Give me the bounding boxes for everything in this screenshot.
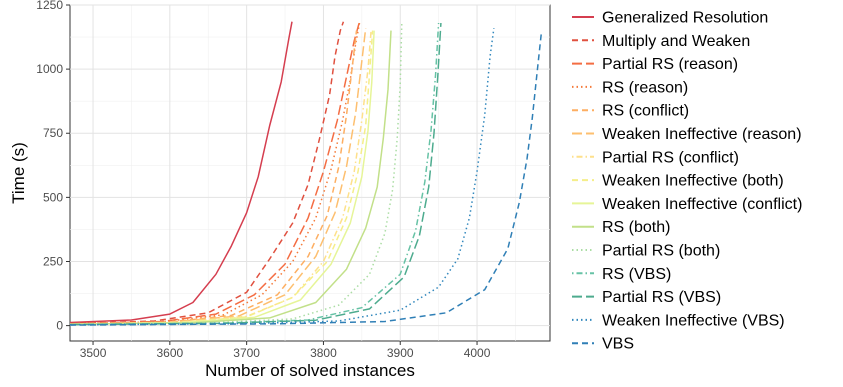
series-line-4 (69, 30, 358, 325)
legend-label: RS (VBS) (602, 266, 671, 283)
series-line-3 (69, 22, 361, 325)
series-line-5 (69, 28, 367, 325)
grid (70, 4, 550, 341)
legend-label: Multiply and Weaken (602, 33, 750, 50)
legend: Generalized Resolution Multiply and Weake… (572, 10, 802, 353)
x-tick-label: 3600 (156, 346, 183, 360)
x-tick-label: 3800 (310, 346, 337, 360)
series-line-12 (69, 22, 442, 326)
legend-label: Weaken Ineffective (reason) (602, 126, 802, 143)
y-tick-label: 1250 (36, 0, 63, 12)
series-line-13 (69, 27, 495, 326)
legend-label: RS (both) (602, 219, 670, 236)
legend-label: Generalized Resolution (602, 10, 768, 27)
series-line-2 (69, 21, 361, 325)
y-tick-label: 250 (43, 254, 63, 268)
x-axis-title: Number of solved instances (205, 361, 415, 380)
series-line-9 (69, 30, 392, 326)
legend-label: VBS (602, 336, 634, 353)
series-line-8 (69, 30, 375, 326)
plot-panel (69, 4, 551, 342)
legend-label: Weaken Ineffective (conflict) (602, 196, 802, 213)
axis-ticks: 3500 3600 3700 3800 3900 4000 0 250 500 750 1000 12… (36, 0, 490, 360)
series-lines (69, 21, 543, 326)
y-tick-label: 750 (43, 126, 63, 140)
x-tick-label: 4000 (464, 346, 491, 360)
legend-label: Weaken Ineffective (both) (602, 173, 784, 190)
legend-label: Partial RS (reason) (602, 56, 738, 73)
legend-label: Partial RS (VBS) (602, 289, 721, 306)
legend-label: Weaken Ineffective (VBS) (602, 312, 785, 329)
legend-label: RS (reason) (602, 79, 688, 96)
series-line-7 (69, 30, 374, 326)
y-axis-title: Time (s) (9, 142, 28, 204)
series-line-1 (69, 21, 345, 325)
legend-label: Partial RS (both) (602, 243, 720, 260)
y-tick-label: 0 (56, 319, 63, 333)
y-tick-label: 1000 (36, 62, 63, 76)
y-tick-label: 500 (43, 190, 63, 204)
series-line-11 (69, 22, 440, 326)
series-line-0 (69, 21, 293, 324)
legend-label: RS (conflict) (602, 103, 689, 120)
series-line-10 (69, 22, 403, 326)
x-tick-label: 3700 (233, 346, 260, 360)
legend-label: Partial RS (conflict) (602, 149, 739, 166)
x-tick-label: 3900 (387, 346, 414, 360)
x-tick-label: 3500 (80, 346, 107, 360)
